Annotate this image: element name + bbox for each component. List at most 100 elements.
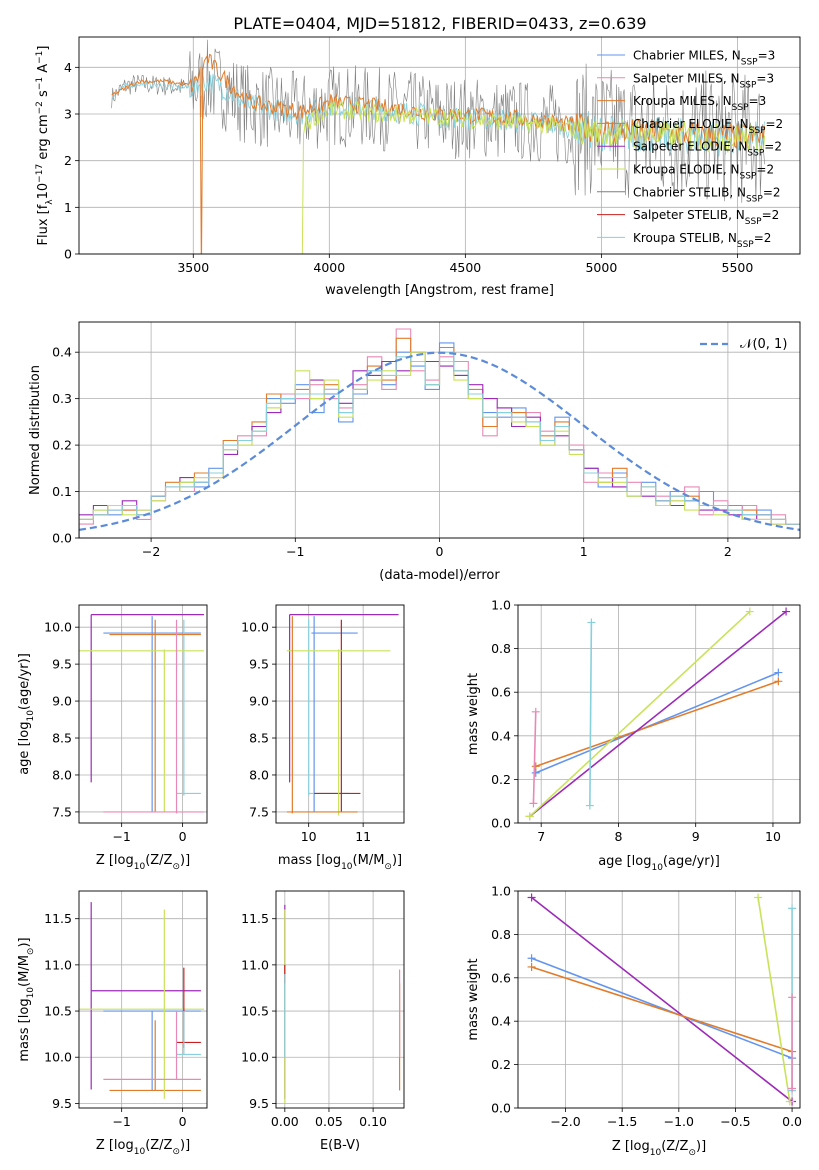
weight_vs_Z-line-2: [531, 966, 793, 1053]
spectrum-xtick-label: 4000: [313, 260, 345, 275]
age_vs_Z-frame: [78, 604, 208, 824]
spectrum-series-chabrier-stelib: [111, 39, 765, 203]
residuals-legend-label: 𝒩(0, 1): [740, 337, 787, 352]
age_vs_Z-ytick-label: 7.5: [52, 804, 72, 819]
mass_vs_Z-ytick-label: 11.5: [44, 911, 72, 926]
label-part: )]: [17, 937, 32, 947]
age_vs_Z-xlabel: Z [log10(Z/Z⊙)]: [96, 853, 190, 872]
age_vs_Z-ytick-label: 10.0: [44, 620, 72, 635]
weight_vs_age-xtick-label: 9: [692, 829, 700, 844]
weight_vs_age-line-0: [535, 671, 779, 774]
label-part: ⊙: [172, 862, 180, 872]
spectrum-ytick-label: 4: [64, 60, 72, 75]
residuals-xtick-label: −2: [142, 544, 160, 559]
weight_vs_age-ytick-label: 0.2: [491, 772, 511, 787]
legend-label-6: Chabrier STELIB, NSSP=2: [633, 185, 781, 204]
weight_vs_Z-marker-5-1: [788, 1084, 797, 1093]
label-part: =2: [765, 117, 783, 131]
mass_vs_EBV-xtick-label: 0.10: [359, 1114, 387, 1129]
legend-label-7: Salpeter STELIB, NSSP=2: [633, 208, 779, 227]
residuals-ytick-label: 0.0: [52, 531, 72, 546]
residuals-hist-5: [79, 351, 800, 538]
spectrum-xtick-label: 5500: [722, 260, 754, 275]
label-part: )]: [696, 1139, 706, 1154]
weight_vs_Z-xtick-label: −0.5: [720, 1114, 750, 1129]
label-part: (M/M: [17, 955, 32, 987]
weight_vs_Z-marker-0-0: [527, 893, 536, 902]
weight_vs_age-ytick-label: 0.6: [491, 685, 511, 700]
weight_vs_Z-frame: [517, 890, 801, 1109]
weight_vs_age-marker-4-0: [585, 801, 594, 810]
weight_vs_age-marker-2-1: [782, 607, 791, 616]
mass_vs_Z-ytick-label: 9.5: [52, 1096, 72, 1111]
weight_vs_Z-marker-3-0: [754, 893, 763, 902]
label-part: SSP: [740, 172, 757, 182]
spectrum-ytick-label: 0: [64, 247, 72, 262]
age_vs_mass-ytick-label: 9.5: [249, 657, 269, 672]
weight_vs_Z-xtick-label: −1.5: [607, 1114, 637, 1129]
figure-title: PLATE=0404, MJD=51812, FIBERID=0433, z=0…: [233, 14, 646, 33]
label-part: SSP: [746, 194, 763, 204]
age_vs_mass-ytick-label: 8.5: [249, 731, 269, 746]
age_vs_mass-ytick-label: 7.5: [249, 804, 269, 819]
age_vs_Z-ytick-label: 9.5: [52, 657, 72, 672]
label-part: s: [36, 90, 51, 101]
label-part: mass [log: [278, 853, 341, 868]
weight_vs_age-xtick-label: 7: [537, 829, 545, 844]
label-part: SSP: [737, 240, 754, 250]
residuals-xlabel: (data-model)/error: [379, 568, 500, 583]
label-part: Kroupa ELODIE, N: [633, 163, 740, 177]
weight_vs_Z-xtick-label: −2.0: [550, 1114, 580, 1129]
legend-label-3: Chabrier ELODIE, NSSP=2: [633, 117, 783, 136]
weight_vs_age-marker-3-1: [745, 607, 754, 616]
weight_vs_Z-marker-5-0: [788, 993, 797, 1002]
weight_vs_age-ytick-label: 0.0: [491, 816, 511, 831]
mass_vs_Z-plot: [79, 902, 204, 1099]
weight_vs_Z-plot: [527, 893, 797, 1106]
weight_vs_age-ytick-label: 0.8: [491, 641, 511, 656]
residuals-ylabel: Normed distribution: [28, 365, 43, 495]
mass_vs_EBV-plot: [284, 904, 401, 1104]
label-part: age [log: [17, 722, 32, 775]
age_vs_Z-axes: [75, 605, 207, 827]
label-part: (Z/Z: [661, 1139, 688, 1154]
mass_vs_EBV-ytick-label: 11.0: [241, 957, 269, 972]
legend-label-2: Kroupa MILES, NSSP=3: [633, 94, 766, 113]
legend-label-5: Kroupa ELODIE, NSSP=2: [633, 163, 774, 182]
label-part: erg cm: [36, 114, 51, 163]
label-part: −2: [35, 101, 45, 114]
mass_vs_EBV-ytick-label: 10.0: [241, 1050, 269, 1065]
label-part: Z [log: [96, 853, 134, 868]
label-part: −1: [35, 51, 45, 64]
mass_vs_EBV-ytick-label: 11.5: [241, 911, 269, 926]
label-part: mass [log: [17, 998, 32, 1061]
age_vs_Z-ylabel: age [log10(age/yr)]: [17, 653, 36, 775]
residuals-ytick-label: 0.1: [52, 484, 72, 499]
mass_vs_Z-ytick-label: 11.0: [44, 957, 72, 972]
label-part: Chabrier STELIB, N: [633, 185, 746, 199]
weight_vs_Z-line-1: [531, 957, 793, 1059]
label-part: −1: [35, 77, 45, 90]
label-part: SSP: [732, 103, 749, 113]
weight_vs_Z-xlabel: Z [log10(Z/Z⊙)]: [612, 1139, 706, 1158]
weight_vs_age-marker-1-1: [774, 677, 783, 686]
mass_vs_EBV-xlabel: E(B-V): [320, 1138, 360, 1153]
spectrum-xtick-label: 5000: [585, 260, 617, 275]
age_vs_mass-xlabel: mass [log10(M/M⊙)]: [278, 853, 402, 872]
label-part: SSP: [741, 58, 758, 68]
label-part: 10: [651, 863, 663, 873]
label-part: (age/yr)]: [17, 653, 32, 710]
weight_vs_age-line-4: [589, 622, 593, 806]
weight_vs_Z-ylabel: mass weight: [466, 958, 481, 1040]
mass_vs_EBV-ytick-label: 10.5: [241, 1004, 269, 1019]
label-part: (Z/Z: [145, 853, 172, 868]
mass_vs_EBV-xtick-label: 0.05: [315, 1114, 343, 1129]
spectrum-frame: [78, 36, 801, 255]
age_vs_mass-ytick-label: 10.0: [241, 620, 269, 635]
label-part: 10: [26, 710, 36, 722]
label-part: ]: [36, 46, 51, 51]
label-part: Flux [f: [36, 204, 51, 245]
label-part: )]: [180, 853, 190, 868]
mass_vs_Z-xtick-label: −1: [112, 1114, 130, 1129]
label-part: ⊙: [26, 948, 36, 956]
